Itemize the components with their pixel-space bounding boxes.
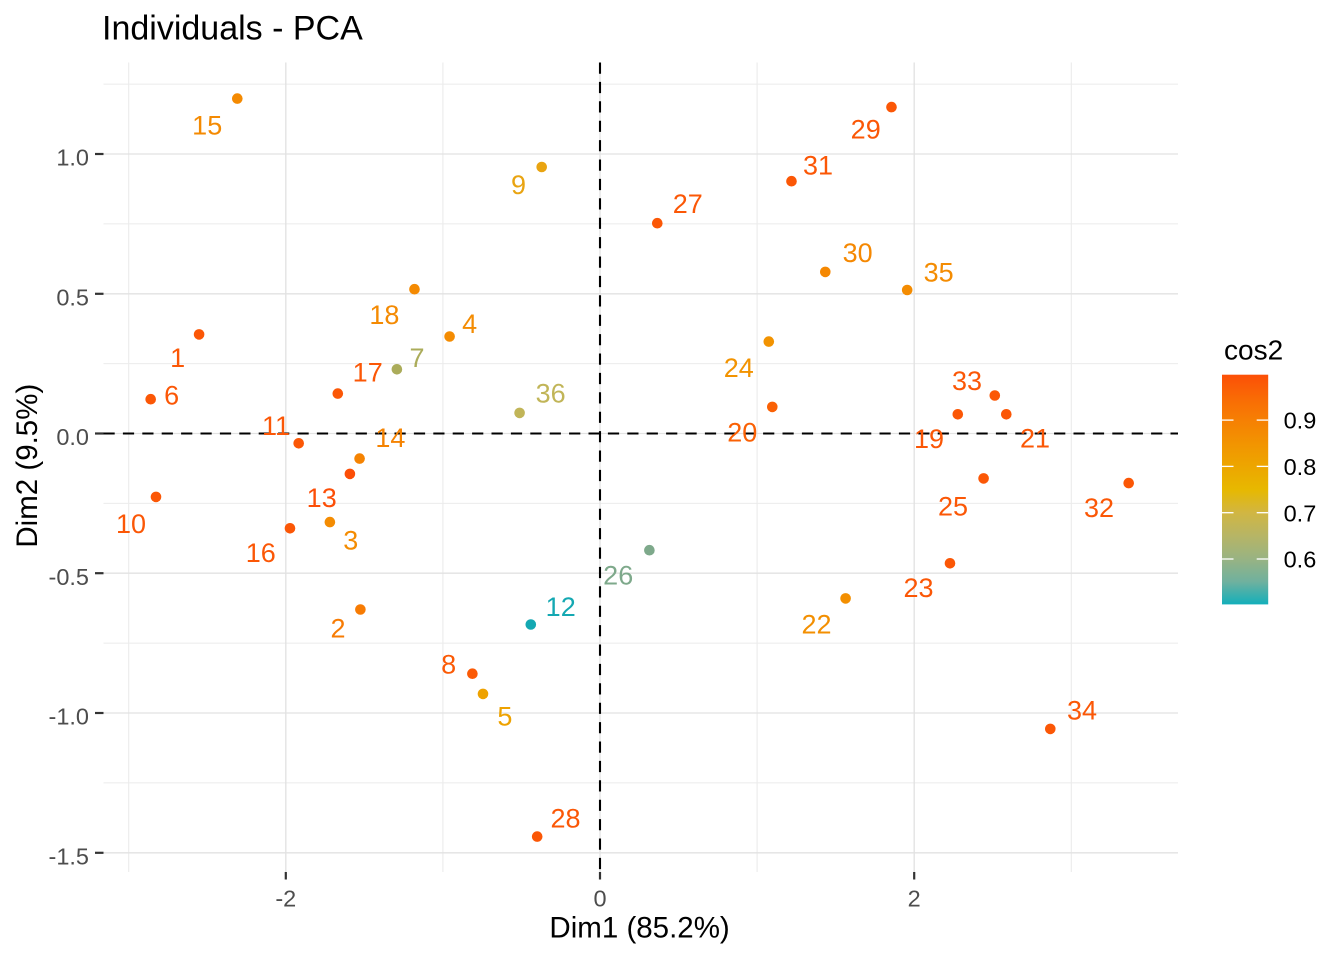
svg-text:-1.0: -1.0 <box>49 704 90 730</box>
svg-text:19: 19 <box>914 424 944 454</box>
svg-text:12: 12 <box>546 592 576 622</box>
svg-text:36: 36 <box>536 379 566 409</box>
svg-text:Dim2 (9.5%): Dim2 (9.5%) <box>11 384 44 548</box>
svg-text:2: 2 <box>908 886 921 912</box>
svg-text:1.0: 1.0 <box>56 145 89 171</box>
svg-text:22: 22 <box>801 609 831 639</box>
svg-text:35: 35 <box>924 257 954 287</box>
svg-text:8: 8 <box>441 649 456 679</box>
svg-text:23: 23 <box>903 573 933 603</box>
svg-text:5: 5 <box>497 701 512 731</box>
svg-text:0: 0 <box>593 886 606 912</box>
svg-text:24: 24 <box>724 353 754 383</box>
svg-text:0.9: 0.9 <box>1284 408 1317 434</box>
svg-text:10: 10 <box>116 509 146 539</box>
svg-text:26: 26 <box>603 560 633 590</box>
svg-text:2: 2 <box>330 614 345 644</box>
svg-text:21: 21 <box>1020 424 1050 454</box>
svg-text:Individuals - PCA: Individuals - PCA <box>102 10 363 48</box>
svg-text:0.5: 0.5 <box>56 284 89 310</box>
svg-text:0.8: 0.8 <box>1284 454 1317 480</box>
svg-text:0.0: 0.0 <box>56 424 89 450</box>
svg-text:14: 14 <box>375 423 405 453</box>
svg-text:0.7: 0.7 <box>1284 500 1317 526</box>
svg-text:-1.5: -1.5 <box>49 843 90 869</box>
svg-text:1: 1 <box>170 343 185 373</box>
svg-text:7: 7 <box>409 343 424 373</box>
svg-text:13: 13 <box>307 483 337 513</box>
svg-text:6: 6 <box>164 380 179 410</box>
svg-text:4: 4 <box>462 309 477 339</box>
svg-text:17: 17 <box>353 357 383 387</box>
svg-text:cos2: cos2 <box>1224 334 1283 365</box>
svg-text:25: 25 <box>938 491 968 521</box>
svg-text:27: 27 <box>673 189 703 219</box>
svg-text:16: 16 <box>246 538 276 568</box>
svg-text:31: 31 <box>803 151 833 181</box>
svg-text:34: 34 <box>1067 695 1097 725</box>
svg-text:28: 28 <box>550 803 580 833</box>
svg-text:30: 30 <box>843 238 873 268</box>
svg-text:0.6: 0.6 <box>1284 547 1317 573</box>
svg-text:-2: -2 <box>275 886 296 912</box>
svg-text:15: 15 <box>192 111 222 141</box>
svg-text:-0.5: -0.5 <box>49 564 90 590</box>
svg-text:33: 33 <box>952 366 982 396</box>
svg-text:18: 18 <box>369 300 399 330</box>
svg-text:32: 32 <box>1084 493 1114 523</box>
svg-text:29: 29 <box>851 114 881 144</box>
svg-text:9: 9 <box>511 170 526 200</box>
svg-text:20: 20 <box>727 417 757 447</box>
svg-text:3: 3 <box>343 526 358 556</box>
svg-text:11: 11 <box>262 411 290 441</box>
svg-text:Dim1 (85.2%): Dim1 (85.2%) <box>549 912 729 945</box>
